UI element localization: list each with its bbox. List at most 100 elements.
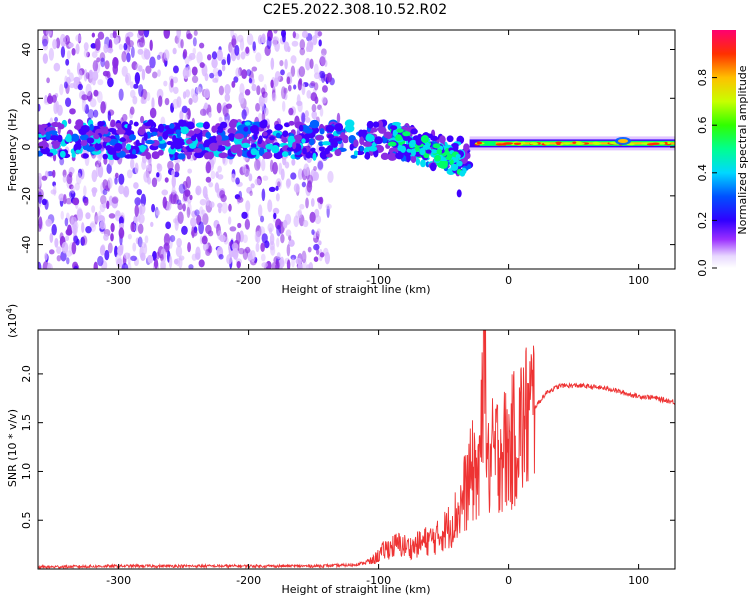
- band-blob: [309, 119, 320, 129]
- noise-blob: [65, 97, 72, 108]
- noise-blob: [100, 57, 106, 68]
- noise-blob: [123, 42, 128, 51]
- band-blob: [349, 143, 354, 151]
- noise-blob: [66, 224, 72, 236]
- noise-blob: [112, 31, 117, 39]
- noise-blob: [157, 69, 161, 77]
- spectrogram-y-label: Frequency (Hz): [6, 109, 19, 192]
- noise-blob: [81, 98, 87, 112]
- noise-blob: [312, 34, 318, 46]
- noise-blob: [66, 50, 71, 60]
- noise-blob: [196, 51, 203, 64]
- snr-scale-base: (x10: [6, 313, 19, 338]
- noise-blob: [108, 213, 116, 219]
- band-blob: [127, 123, 132, 132]
- noise-blob: [203, 88, 210, 99]
- noise-blob: [48, 47, 54, 61]
- line-hotspot: [572, 141, 577, 144]
- noise-blob: [246, 69, 252, 77]
- noise-blob: [107, 110, 112, 122]
- noise-blob: [140, 115, 145, 124]
- noise-blob: [284, 213, 292, 225]
- noise-blob: [237, 196, 244, 203]
- noise-blob: [307, 179, 313, 188]
- band-blob: [288, 120, 295, 126]
- noise-blob: [301, 82, 306, 96]
- line-hotspot: [556, 142, 561, 146]
- colorbar-gradient: [712, 30, 736, 268]
- noise-blob: [260, 87, 266, 95]
- noise-blob: [165, 201, 172, 211]
- noise-blob: [127, 233, 132, 240]
- spectrogram-x-label: Height of straight line (km): [281, 283, 430, 296]
- band-blob: [234, 144, 243, 150]
- band-blob: [138, 126, 146, 136]
- noise-blob: [272, 161, 278, 175]
- noise-blob: [118, 184, 125, 195]
- spectrogram-ytick-label: 0: [20, 144, 33, 151]
- noise-blob: [293, 215, 299, 228]
- noise-blob: [100, 195, 107, 205]
- noise-blob: [186, 66, 192, 78]
- noise-blob: [75, 43, 80, 55]
- noise-blob: [215, 71, 219, 84]
- noise-blob: [226, 53, 231, 66]
- noise-blob: [102, 179, 108, 190]
- noise-blob: [106, 47, 114, 54]
- band-blob: [310, 147, 316, 152]
- noise-blob: [38, 261, 42, 269]
- noise-blob: [313, 166, 317, 172]
- noise-blob: [59, 157, 65, 166]
- band-blob: [107, 127, 117, 133]
- band-blob: [57, 123, 65, 130]
- noise-blob: [311, 110, 318, 120]
- noise-blob: [85, 212, 91, 220]
- noise-blob: [192, 37, 197, 47]
- noise-blob: [138, 30, 145, 36]
- band-blob: [215, 134, 222, 143]
- noise-blob: [173, 65, 179, 74]
- noise-blob: [265, 260, 272, 269]
- noise-blob: [238, 92, 245, 105]
- noise-blob: [60, 250, 67, 262]
- noise-blob: [291, 40, 299, 47]
- band-blob: [344, 119, 355, 128]
- band-blob: [364, 153, 370, 160]
- band-blob: [203, 152, 211, 160]
- band-blob: [410, 128, 418, 135]
- noise-blob: [208, 245, 213, 254]
- band-blob: [298, 124, 304, 132]
- noise-blob: [150, 221, 154, 228]
- noise-blob: [313, 72, 321, 80]
- noise-blob: [221, 59, 226, 66]
- band-blob: [324, 147, 330, 155]
- line-hotspot: [658, 142, 666, 145]
- line-hotspot: [476, 141, 483, 145]
- band-blob: [312, 152, 317, 161]
- noise-blob: [87, 108, 95, 119]
- noise-blob: [151, 177, 158, 188]
- noise-blob: [248, 77, 253, 84]
- noise-blob: [311, 229, 315, 236]
- snr-ytick-label: 2.0: [20, 365, 33, 383]
- line-hotspot: [574, 142, 585, 145]
- noise-blob: [251, 83, 257, 92]
- noise-blob: [114, 177, 118, 185]
- line-hotspot: [563, 142, 571, 145]
- band-blob: [439, 135, 446, 144]
- noise-blob: [288, 107, 294, 116]
- noise-blob: [65, 58, 70, 66]
- noise-blob: [272, 207, 280, 215]
- band-blob: [211, 135, 218, 145]
- noise-blob: [324, 251, 331, 265]
- band-blob: [186, 154, 191, 160]
- band-blob: [430, 135, 439, 142]
- noise-blob: [85, 83, 92, 97]
- noise-blob: [56, 255, 62, 262]
- noise-blob: [322, 85, 328, 93]
- noise-blob: [60, 46, 66, 58]
- band-blob: [197, 133, 203, 142]
- colorbar-tick-label: 0.2: [696, 212, 709, 230]
- noise-blob: [280, 168, 285, 181]
- noise-blob: [260, 215, 265, 223]
